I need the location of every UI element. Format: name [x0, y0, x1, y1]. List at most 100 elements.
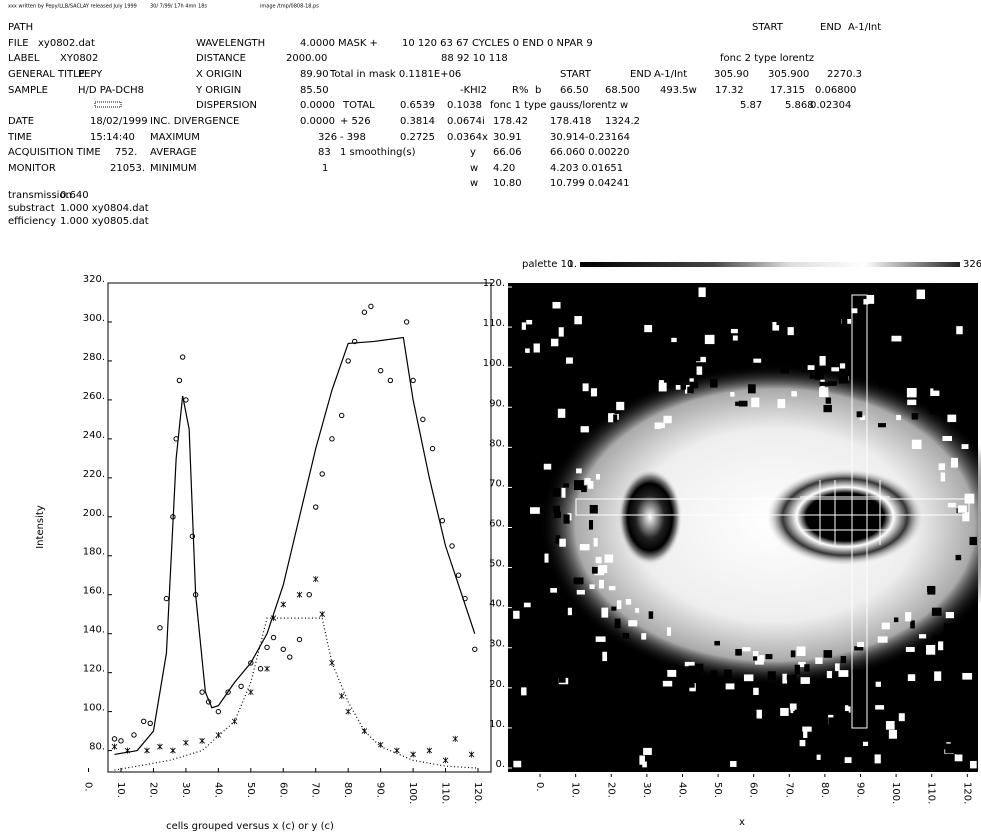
header-field: 305.90 — [714, 69, 749, 80]
x-tick-label: 30. — [641, 782, 652, 798]
speck — [793, 711, 798, 719]
speck — [599, 580, 604, 589]
speck — [635, 608, 639, 613]
y-tick-label: 10. — [489, 719, 505, 730]
y-tick-label: 60. — [489, 519, 505, 530]
speck — [513, 761, 521, 768]
point-star — [183, 740, 188, 746]
header-field: DISTANCE — [196, 53, 246, 64]
speck — [528, 375, 533, 381]
speck — [538, 632, 545, 639]
speck — [526, 497, 534, 503]
speck — [808, 365, 815, 370]
speck — [907, 388, 917, 397]
speck — [930, 347, 934, 352]
speck — [521, 353, 526, 359]
speck — [881, 758, 889, 767]
speck — [578, 677, 587, 682]
speck — [513, 611, 519, 619]
speck — [643, 748, 652, 755]
speck — [737, 727, 746, 732]
speck — [579, 762, 585, 769]
y-tick-label: 320. — [83, 274, 105, 285]
point-circle — [378, 368, 382, 372]
speck — [742, 740, 752, 746]
x-tick-label: 20. — [605, 782, 616, 798]
speck — [843, 284, 852, 291]
speck — [544, 464, 551, 470]
header-field: 1324.2 — [605, 116, 640, 127]
speck — [896, 324, 904, 331]
speck — [804, 664, 809, 671]
point-star — [362, 728, 367, 734]
speck — [639, 755, 645, 764]
speck — [637, 301, 642, 306]
speck — [526, 490, 530, 496]
point-star — [216, 732, 221, 738]
speck — [933, 283, 942, 293]
speck — [524, 548, 528, 558]
speck — [525, 348, 530, 353]
point-circle — [330, 437, 334, 441]
speck — [726, 683, 735, 689]
speck — [514, 582, 522, 590]
header-field: 0.0364x — [447, 132, 488, 143]
x-tick-label: 80. — [342, 782, 353, 798]
speck — [898, 701, 904, 709]
speck — [661, 357, 668, 367]
colorbar-label: 1. — [567, 259, 577, 270]
speck — [970, 761, 977, 768]
speck — [602, 652, 607, 661]
speck — [925, 738, 933, 744]
speck — [642, 361, 649, 366]
speck — [912, 440, 922, 449]
speck — [616, 402, 624, 410]
point-star — [200, 738, 205, 744]
header-field: 66.06 — [493, 147, 522, 158]
speck — [935, 295, 942, 299]
speck — [587, 321, 595, 328]
speck — [705, 322, 715, 331]
point-star — [248, 689, 253, 695]
speck — [642, 373, 647, 380]
speck — [797, 646, 806, 655]
speck — [927, 587, 935, 595]
speck — [863, 319, 869, 323]
header-field: DATE — [8, 116, 34, 127]
speck — [788, 327, 794, 335]
speck — [748, 384, 756, 393]
speck — [744, 674, 753, 681]
speck — [714, 363, 721, 370]
speck — [879, 338, 888, 344]
point-star — [411, 751, 416, 757]
y-tick-label: 260. — [83, 391, 105, 402]
speck — [850, 733, 860, 743]
speck — [724, 670, 732, 679]
speck — [658, 367, 664, 373]
speck — [567, 324, 575, 331]
speck — [719, 320, 727, 330]
header-field: 4.20 — [493, 163, 515, 174]
speck — [845, 757, 852, 763]
speck — [680, 385, 686, 390]
header-field: AVERAGE — [150, 147, 197, 158]
point-circle — [180, 355, 184, 359]
speck — [590, 505, 598, 514]
speck — [780, 708, 788, 716]
speck — [652, 757, 660, 766]
speck — [603, 310, 607, 319]
x-tick-label: 120. — [961, 782, 972, 804]
header-field: MINIMUM — [150, 163, 197, 174]
speck — [906, 761, 915, 768]
header-field: TOTAL — [342, 100, 375, 111]
point-star — [125, 748, 130, 754]
point-star — [112, 744, 117, 750]
header-field: 178.418 — [550, 116, 591, 127]
point-circle — [281, 647, 285, 651]
speck — [878, 636, 888, 642]
speck — [592, 567, 598, 574]
header-field: 66.060 0.00220 — [550, 147, 630, 158]
header-field: 2000.00 — [286, 53, 327, 64]
point-star — [232, 718, 237, 724]
speck — [791, 391, 797, 396]
